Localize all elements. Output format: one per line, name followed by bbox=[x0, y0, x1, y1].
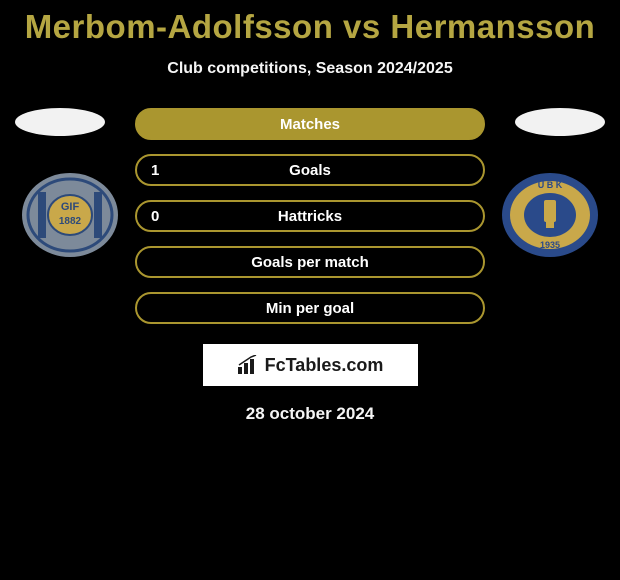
svg-text:1882: 1882 bbox=[59, 216, 82, 227]
svg-text:GIF: GIF bbox=[61, 201, 80, 213]
content-area: GIF 1882 U B K 1935 Matches 1 Goals 0 Ha… bbox=[0, 108, 620, 424]
stat-label-goals: Goals bbox=[289, 162, 331, 179]
stat-label-goals-per-match: Goals per match bbox=[251, 254, 369, 271]
club-crest-left-icon: GIF 1882 bbox=[20, 172, 120, 258]
stat-row-matches: Matches bbox=[135, 108, 485, 140]
stat-rows-container: Matches 1 Goals 0 Hattricks Goals per ma… bbox=[135, 108, 485, 324]
svg-text:U B K: U B K bbox=[538, 180, 563, 190]
bar-chart-icon bbox=[237, 355, 259, 375]
snapshot-date: 28 october 2024 bbox=[0, 404, 620, 424]
stat-label-hattricks: Hattricks bbox=[278, 208, 342, 225]
stat-label-min-per-goal: Min per goal bbox=[266, 300, 354, 317]
stat-label-matches: Matches bbox=[280, 116, 340, 133]
stat-row-goals-per-match: Goals per match bbox=[135, 246, 485, 278]
brand-inner: FcTables.com bbox=[205, 346, 416, 384]
stat-row-hattricks: 0 Hattricks bbox=[135, 200, 485, 232]
stat-row-goals: 1 Goals bbox=[135, 154, 485, 186]
brand-name: FcTables.com bbox=[265, 355, 384, 376]
stat-value-hattricks-left: 0 bbox=[151, 208, 159, 225]
svg-text:1935: 1935 bbox=[540, 240, 560, 250]
stat-value-goals-left: 1 bbox=[151, 162, 159, 179]
player-placeholder-left bbox=[15, 108, 105, 136]
club-badge-left: GIF 1882 bbox=[20, 172, 120, 258]
comparison-title: Merbom-Adolfsson vs Hermansson bbox=[0, 0, 620, 46]
season-subtitle: Club competitions, Season 2024/2025 bbox=[0, 60, 620, 78]
player-placeholder-right bbox=[515, 108, 605, 136]
stat-row-min-per-goal: Min per goal bbox=[135, 292, 485, 324]
club-crest-right-icon: U B K 1935 bbox=[500, 172, 600, 258]
brand-box[interactable]: FcTables.com bbox=[203, 344, 418, 386]
club-badge-right: U B K 1935 bbox=[500, 172, 600, 258]
